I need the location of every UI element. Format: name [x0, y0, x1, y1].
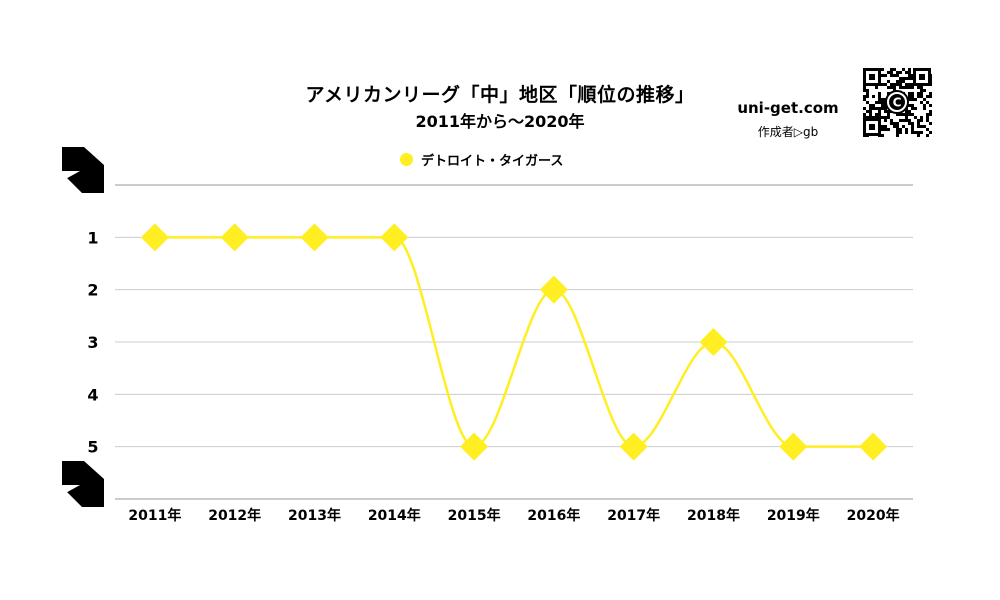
data-point [220, 223, 249, 252]
x-tick-label: 2014年 [368, 507, 421, 524]
data-point [140, 223, 169, 252]
top-corner-mark [62, 147, 104, 193]
y-tick-label: 2 [87, 281, 98, 300]
x-tick-label: 2011年 [128, 507, 181, 524]
data-point [619, 432, 648, 461]
y-tick-label: 3 [87, 333, 98, 352]
data-point [380, 223, 409, 252]
x-tick-label: 2019年 [767, 507, 820, 524]
chart-legend: デトロイト・タイガース [400, 149, 563, 169]
data-point [539, 275, 568, 304]
legend-label: デトロイト・タイガース [421, 153, 564, 169]
y-tick-label: 5 [87, 438, 98, 457]
x-tick-label: 2013年 [288, 507, 341, 524]
chart-subtitle: 2011年から〜2020年 [415, 112, 585, 131]
data-point [300, 223, 329, 252]
legend-swatch [400, 152, 413, 166]
x-tick-label: 2016年 [527, 507, 580, 524]
x-tick-label: 2012年 [208, 507, 261, 524]
qr-code-image: C [862, 67, 932, 137]
author-credit: 作成者▷gb [757, 125, 819, 139]
site-name: uni-get.com [737, 99, 839, 117]
qr-badge-letter: C [893, 96, 902, 110]
data-point [859, 432, 888, 461]
data-point [779, 432, 808, 461]
x-tick-label: 2020年 [847, 507, 900, 524]
x-tick-label: 2015年 [448, 507, 501, 524]
data-point [699, 328, 728, 356]
chart-title: アメリカンリーグ「中」地区「順位の推移」 [305, 84, 695, 106]
x-tick-label: 2017年 [607, 507, 660, 524]
bottom-corner-mark [62, 461, 104, 507]
y-tick-label: 4 [87, 385, 98, 404]
x-tick-label: 2018年 [687, 507, 740, 524]
data-point [460, 432, 489, 461]
y-tick-label: 1 [87, 228, 98, 247]
